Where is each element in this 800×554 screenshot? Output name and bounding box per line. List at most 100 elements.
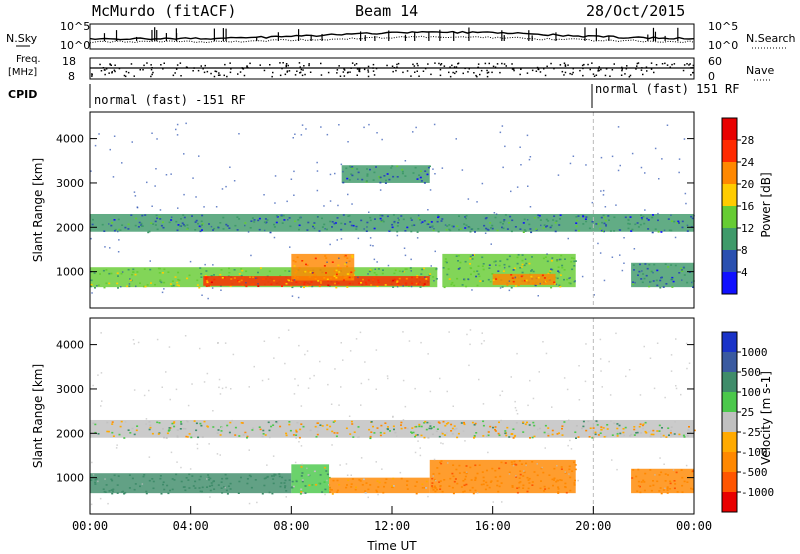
power-speckle	[632, 281, 634, 283]
power-speckle	[681, 270, 684, 272]
velocity-speckle	[118, 433, 121, 436]
velocity-speckle	[480, 483, 483, 486]
velocity-speckle	[347, 479, 350, 482]
power-speckle	[213, 227, 216, 230]
power-noise-point	[373, 258, 376, 261]
power-speckle	[111, 222, 114, 224]
power-speckle	[139, 282, 141, 284]
velocity-speckle	[544, 488, 547, 490]
cpid-row: CPID normal (fast) -151 RF normal (fast)…	[8, 82, 740, 108]
velocity-speckle	[606, 428, 609, 430]
power-speckle	[367, 279, 370, 281]
power-speckle	[194, 221, 197, 223]
velocity-noise-point	[141, 483, 144, 485]
velocity-speckle	[523, 471, 526, 474]
power-speckle	[498, 264, 501, 267]
power-speckle	[603, 222, 606, 225]
power-speckle	[654, 228, 657, 230]
nave-dot	[127, 71, 130, 74]
nave-dot	[150, 68, 153, 71]
power-speckle	[584, 218, 587, 220]
power-noise-point	[661, 158, 663, 160]
power-noise-point	[136, 206, 139, 209]
power-speckle	[108, 282, 111, 285]
power-noise-point	[287, 219, 289, 221]
nave-dot	[439, 68, 442, 71]
power-speckle	[427, 223, 430, 225]
nave-dot	[455, 70, 458, 73]
velocity-speckle	[436, 428, 439, 430]
velocity-speckle	[526, 476, 529, 479]
power-noise-point	[286, 200, 288, 203]
velocity-speckle	[179, 428, 182, 430]
nave-dot	[544, 74, 547, 77]
nave-dot	[690, 67, 692, 69]
velocity-speckle	[531, 481, 534, 483]
nave-dot	[133, 75, 135, 77]
nave-dot	[367, 71, 370, 73]
colorbar-tick-label: 20	[741, 178, 754, 191]
velocity-noise-point	[324, 493, 326, 496]
power-noise-point	[416, 237, 419, 239]
velocity-speckle	[455, 427, 458, 430]
power-noise-point	[316, 216, 319, 218]
velocity-speckle	[145, 490, 148, 493]
freq-unit: [MHz]	[8, 67, 37, 78]
power-speckle	[525, 279, 528, 282]
velocity-speckle	[207, 474, 210, 476]
power-noise-point	[686, 224, 689, 227]
velocity-speckle	[473, 435, 476, 437]
power-speckle	[557, 270, 560, 272]
power-speckle	[445, 229, 448, 231]
power-speckle	[205, 270, 208, 272]
velocity-speckle	[441, 490, 444, 493]
nave-dot	[197, 69, 200, 72]
velocity-speckle	[471, 486, 474, 489]
power-noise-point	[221, 188, 224, 190]
power-noise-point	[210, 225, 213, 228]
velocity-speckle	[439, 488, 442, 490]
power-speckle	[413, 224, 416, 226]
power-speckle	[360, 282, 362, 284]
nave-dot	[202, 68, 204, 70]
nave-dot	[224, 63, 226, 66]
velocity-speckle	[382, 491, 385, 494]
power-speckle	[396, 225, 399, 227]
power-noise-point	[192, 177, 194, 179]
velocity-speckle	[587, 420, 590, 423]
power-noise-point	[244, 224, 246, 227]
power-speckle	[101, 223, 104, 226]
velocity-speckle	[522, 431, 525, 433]
velocity-speckle	[158, 432, 161, 434]
velocity-speckle	[139, 485, 141, 488]
power-speckle	[159, 218, 162, 220]
power-speckle	[149, 268, 152, 271]
velocity-speckle	[117, 475, 120, 477]
power-speckle	[303, 283, 306, 286]
power-speckle	[446, 225, 449, 227]
nave-dot	[91, 75, 93, 77]
velocity-speckle	[418, 423, 421, 426]
velocity-speckle	[240, 422, 243, 424]
power-speckle	[378, 176, 381, 178]
velocity-speckle	[237, 492, 240, 494]
velocity-speckle	[165, 437, 168, 439]
velocity-speckle	[504, 432, 507, 435]
velocity-speckle	[619, 432, 622, 435]
velocity-noise-point	[206, 478, 208, 480]
power-noise-point	[410, 258, 412, 261]
nave-dot	[342, 71, 345, 73]
velocity-speckle	[622, 431, 625, 434]
power-speckle	[390, 167, 393, 169]
velocity-noise-point	[348, 415, 351, 417]
power-noise-point	[520, 164, 522, 166]
velocity-noise-point	[499, 394, 501, 397]
velocity-noise-point	[349, 350, 352, 352]
power-speckle	[241, 269, 244, 272]
power-noise-point	[201, 294, 203, 296]
velocity-noise-point	[569, 439, 571, 442]
power-speckle	[245, 285, 248, 288]
velocity-noise-point	[287, 329, 290, 331]
velocity-speckle	[323, 481, 326, 483]
power-noise-point	[415, 126, 417, 129]
